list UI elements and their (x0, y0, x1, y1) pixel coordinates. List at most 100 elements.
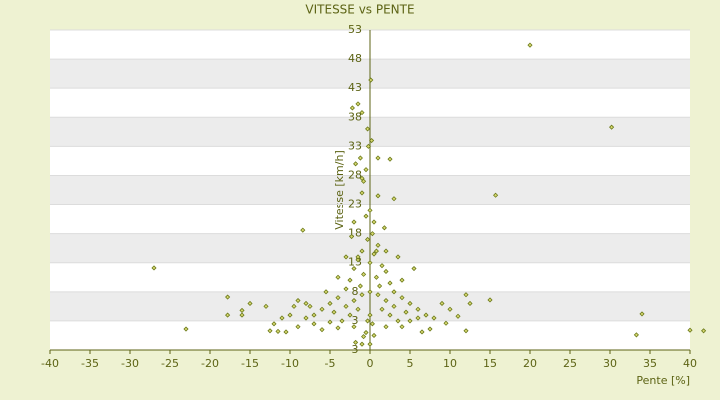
point (347, 312, 353, 318)
point (369, 231, 375, 237)
point (399, 324, 405, 330)
y-tick-label: 43 (348, 81, 362, 94)
point (295, 297, 301, 304)
point (300, 227, 306, 233)
point (391, 289, 397, 295)
x-tick-label: 10 (443, 357, 457, 370)
point (375, 292, 381, 298)
point (351, 265, 357, 272)
point (395, 254, 401, 260)
x-tick-label: 0 (367, 357, 374, 370)
x-tick-label: 25 (563, 357, 577, 370)
point (381, 225, 387, 231)
point (455, 313, 461, 319)
point (267, 328, 273, 334)
point (609, 124, 615, 130)
point (361, 271, 367, 277)
point (373, 248, 379, 254)
point (375, 193, 381, 199)
point (367, 341, 373, 347)
point (365, 126, 371, 132)
point (447, 306, 453, 312)
point (357, 283, 363, 289)
point (373, 274, 379, 280)
point (343, 303, 349, 309)
point (283, 329, 289, 335)
x-tick-label: 15 (483, 357, 497, 370)
point (411, 265, 417, 272)
point (307, 303, 313, 309)
point (399, 295, 405, 301)
point (423, 312, 429, 318)
point (263, 303, 269, 309)
point (331, 309, 337, 315)
point (383, 268, 389, 275)
point (323, 289, 329, 295)
point (349, 105, 355, 111)
point (427, 326, 433, 332)
y-tick-label: 23 (348, 198, 362, 211)
point (355, 257, 361, 263)
point (353, 161, 359, 167)
point (379, 263, 385, 269)
point (349, 233, 355, 240)
x-tick-label: -20 (201, 357, 219, 370)
point (443, 320, 449, 326)
x-tick-label: -5 (325, 357, 336, 370)
x-tick-label: -15 (241, 357, 259, 370)
point (387, 156, 393, 162)
point (371, 219, 377, 225)
point (399, 277, 405, 283)
point (359, 292, 365, 298)
point (407, 300, 413, 307)
point (391, 303, 397, 309)
point (403, 309, 409, 315)
point (359, 248, 365, 254)
y-tick-label: 53 (348, 23, 362, 36)
x-tick-label: 20 (523, 357, 537, 370)
point (359, 175, 365, 181)
point (359, 110, 365, 116)
x-tick-label: -10 (281, 357, 299, 370)
point (377, 283, 383, 289)
y-axis-title: Vitesse [km/h] (333, 150, 346, 230)
point (351, 219, 357, 225)
point (151, 265, 157, 271)
point (347, 277, 353, 283)
chart-title: VITESSE vs PENTE (305, 3, 414, 17)
point (701, 328, 707, 334)
point (247, 300, 253, 307)
point (319, 306, 325, 312)
x-tick-label: -35 (81, 357, 99, 370)
point (239, 312, 245, 318)
point (383, 297, 389, 304)
point (355, 306, 361, 312)
point (415, 315, 421, 321)
y-tick-label: 38 (348, 110, 362, 123)
point (363, 329, 369, 336)
point (639, 311, 645, 317)
x-tick-label: 5 (407, 357, 414, 370)
point (355, 101, 361, 107)
point (439, 300, 445, 307)
point (225, 312, 231, 318)
point (303, 300, 309, 307)
point (383, 324, 389, 330)
point (279, 315, 285, 321)
point (415, 306, 421, 312)
point (633, 332, 639, 338)
point (327, 300, 333, 307)
x-axis-title: Pente [%] (636, 374, 690, 387)
point (369, 137, 375, 144)
point (369, 321, 375, 327)
point (335, 325, 341, 331)
point (367, 260, 373, 266)
y-tick-label: 3 (352, 314, 359, 327)
x-tick-label: -25 (161, 357, 179, 370)
point (311, 321, 317, 327)
point (225, 294, 231, 300)
point (335, 274, 341, 280)
point (367, 312, 373, 318)
point (327, 319, 333, 325)
